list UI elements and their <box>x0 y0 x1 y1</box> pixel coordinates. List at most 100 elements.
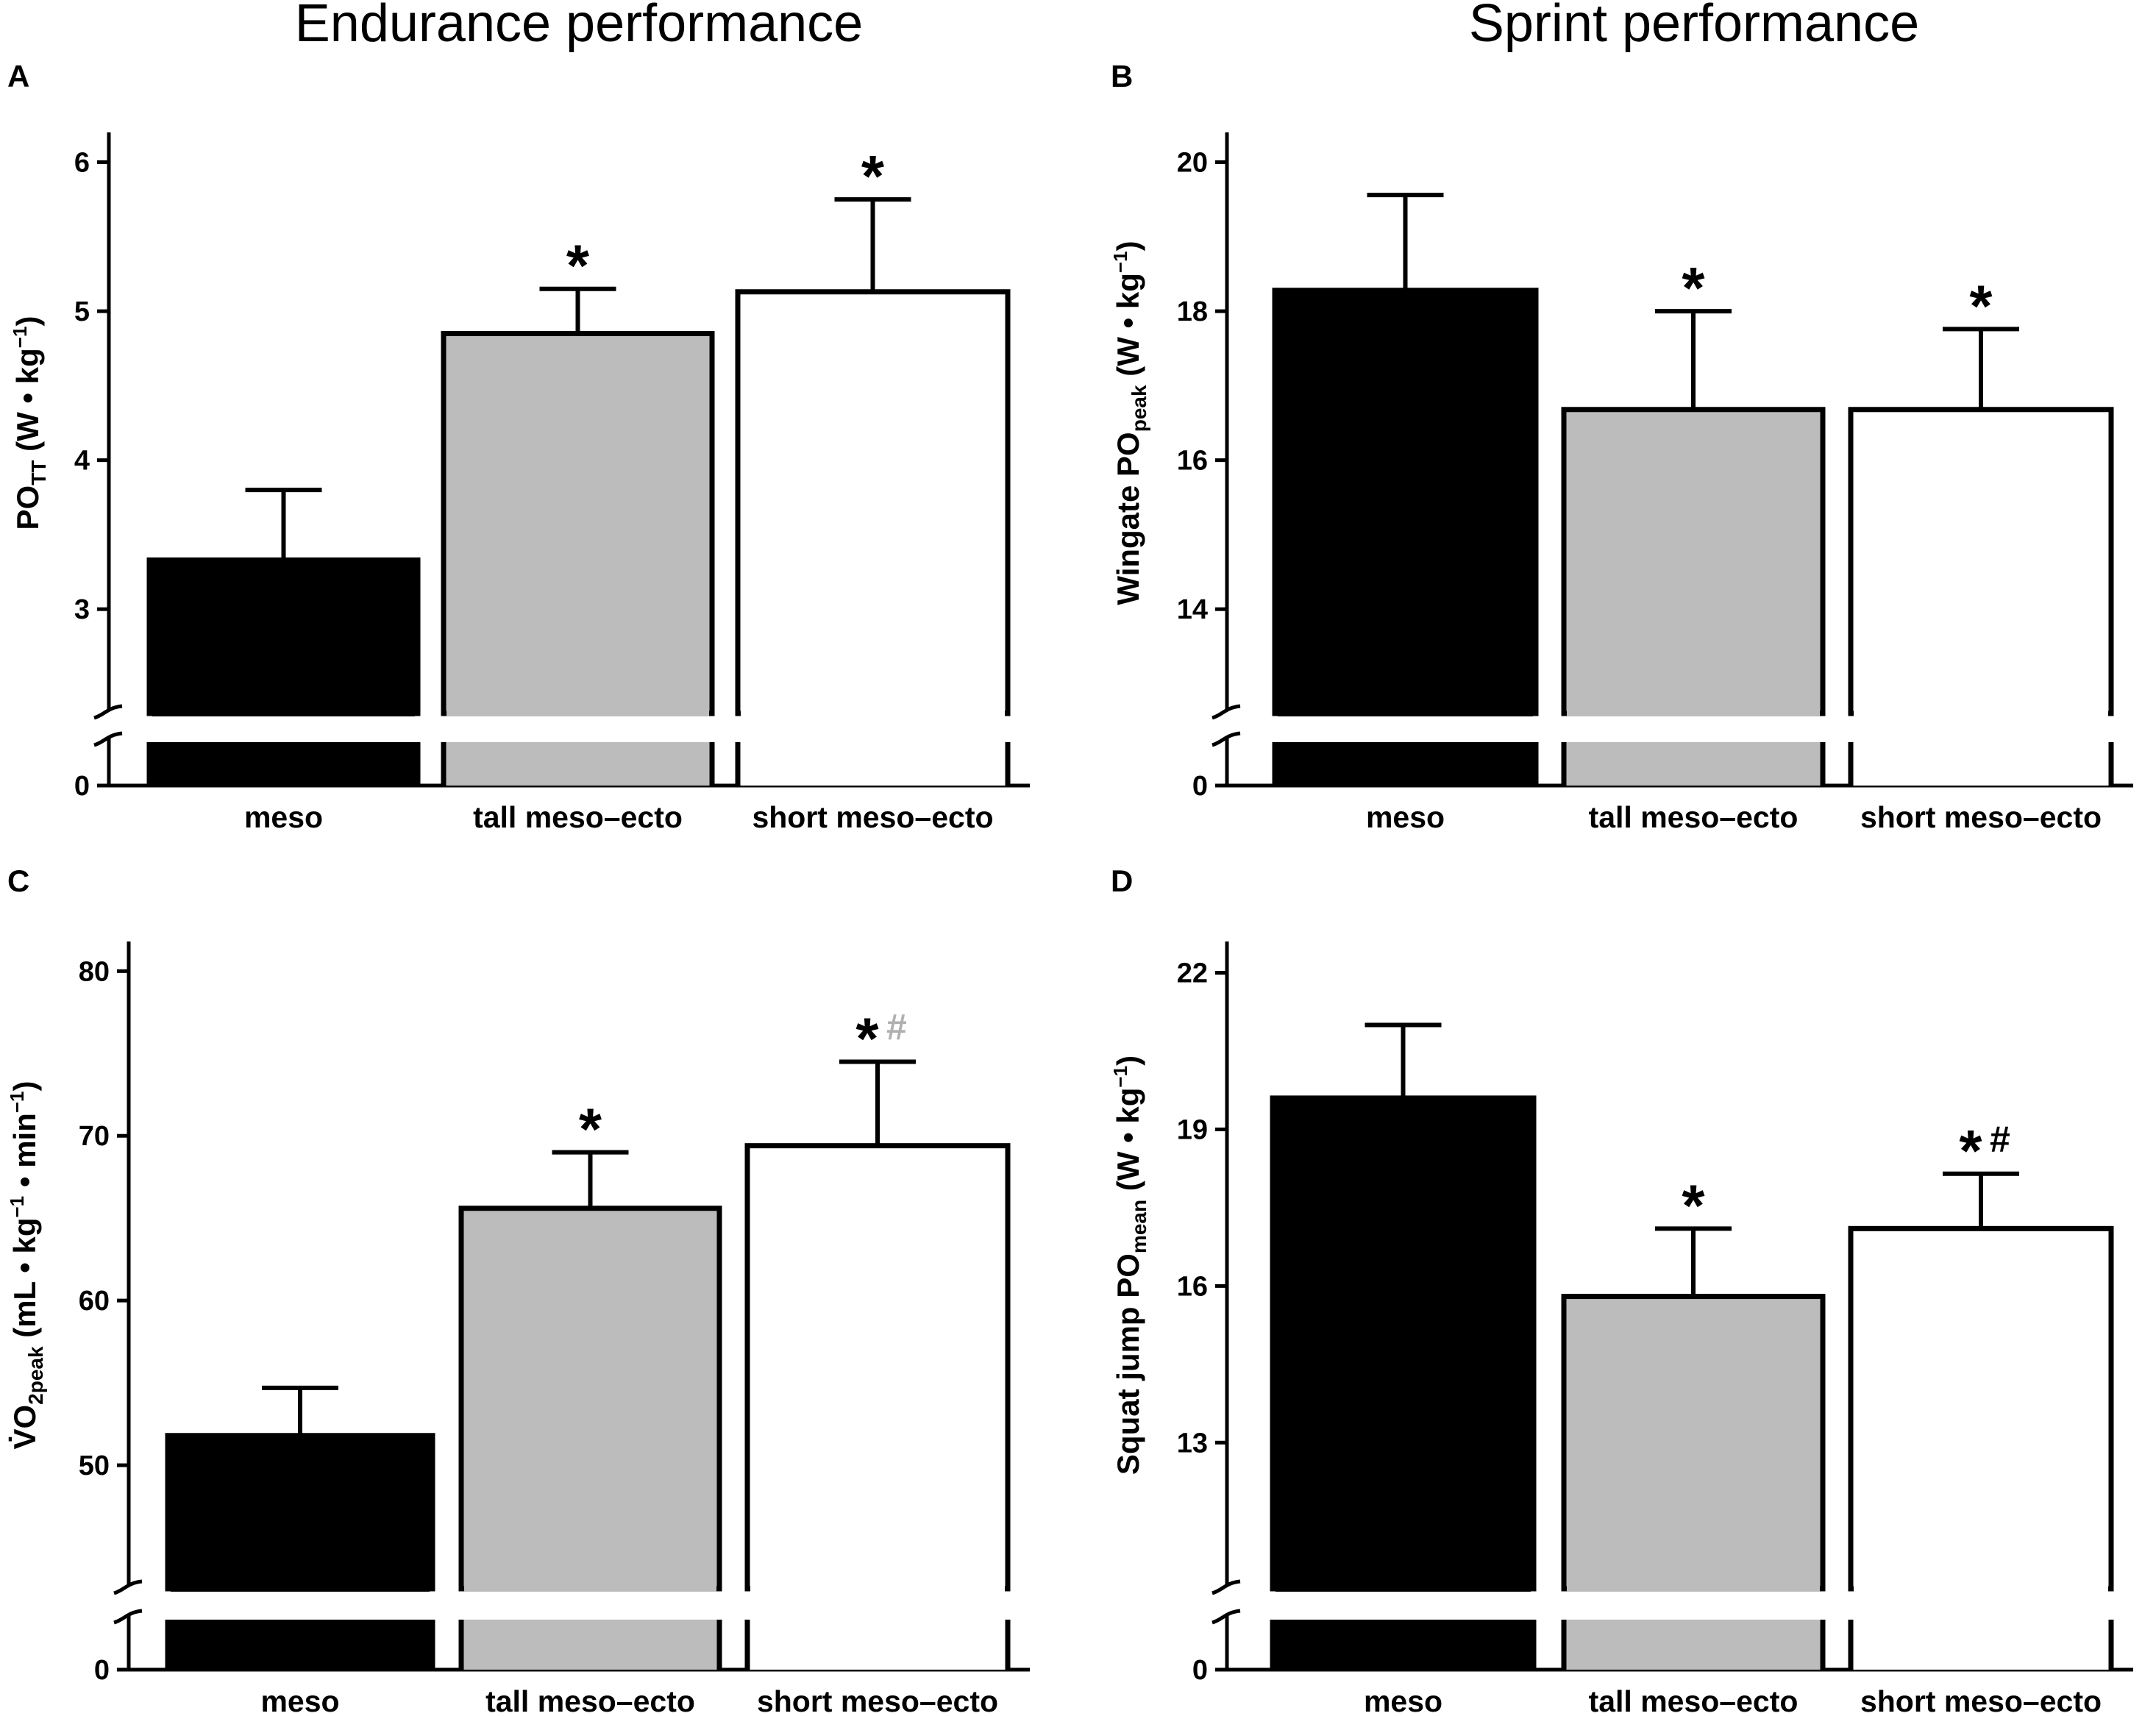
bar-stub <box>1273 1620 1534 1670</box>
bar-break-mask <box>152 711 415 716</box>
bar-break-mask <box>447 711 709 716</box>
bar-a-1 <box>146 557 421 716</box>
y-tick-label: 70 <box>79 1121 110 1152</box>
bar-break-mask <box>1854 1586 2108 1592</box>
chart-panel-a: A 0 3 4 5 6 POTT (W • kg−1) meso * tall meso–ecto… <box>7 59 1030 834</box>
bar-break-mask <box>1567 1586 1820 1592</box>
bar-stub <box>1851 742 2111 786</box>
axis-break-mark <box>113 1609 143 1625</box>
chart-panel-b: B 0 14 16 18 20 Wingate POpeak (W • kg−1) meso *… <box>1109 59 2133 834</box>
bar-a-2 <box>441 330 715 716</box>
axis-break-mark <box>1212 1609 1241 1625</box>
x-tick-label: tall meso–ecto <box>485 1684 695 1716</box>
y-tick-label: 16 <box>1177 446 1208 477</box>
x-tick-label: short meso–ecto <box>1860 1684 2102 1716</box>
bar-break-mask <box>1276 1586 1531 1592</box>
significance-star: * <box>1959 1118 1982 1183</box>
column-title-sprint: Sprint performance <box>1469 0 1919 53</box>
y-tick-label: 3 <box>74 594 90 625</box>
bar-a-3 <box>735 289 1011 716</box>
bar-stub <box>1564 1620 1823 1670</box>
bar-c-1 <box>165 1433 435 1592</box>
significance-star: * <box>1682 1172 1705 1238</box>
x-tick-label: tall meso–ecto <box>1589 1684 1799 1716</box>
chart-panels: A 0 3 4 5 6 POTT (W • kg−1) meso * tall meso–ecto… <box>6 59 2133 1716</box>
bar-break-mask <box>171 1586 430 1592</box>
y-tick-label: 22 <box>1177 958 1208 989</box>
panel-letter: D <box>1111 864 1133 898</box>
bar-b-1 <box>1272 288 1539 716</box>
y-tick-label: 0 <box>74 771 90 802</box>
bar-stub <box>149 742 418 786</box>
chart-panel-c: C 0 50 60 70 80 V̇O2peak (mL • kg−1 • min−1) me… <box>6 864 1030 1716</box>
chart-panel-d: D 0 13 16 19 22 Squat jump POmean (W • kg−1) me… <box>1109 864 2133 1716</box>
significance-hash: # <box>1990 1119 2010 1160</box>
y-axis-label: V̇O2peak (mL • kg−1 • min−1) <box>6 1080 47 1449</box>
bar-c-3 <box>744 1143 1011 1592</box>
y-tick-label: 4 <box>74 446 90 477</box>
y-tick-label: 50 <box>79 1450 110 1481</box>
y-tick-label: 16 <box>1177 1271 1208 1302</box>
bar-stub <box>1851 1620 2111 1670</box>
y-tick-label: 18 <box>1177 296 1208 327</box>
y-axis-label: Squat jump POmean (W • kg−1) <box>1109 1055 1150 1475</box>
bar-break-mask <box>1278 711 1533 716</box>
x-tick-label: tall meso–ecto <box>473 800 683 834</box>
significance-star: * <box>566 233 590 299</box>
y-axis-label: POTT (W • kg−1) <box>9 316 50 530</box>
significance-hash: # <box>886 1006 907 1047</box>
bar-d-1 <box>1270 1095 1537 1592</box>
axis-break-mark <box>113 1579 143 1595</box>
x-tick-label: meso <box>1366 800 1445 834</box>
y-tick-label: 20 <box>1177 148 1208 179</box>
bar-break-mask <box>741 711 1005 716</box>
bar-break-mask <box>1854 711 2108 716</box>
bar-break-mask <box>750 1586 1005 1592</box>
column-title-endurance: Endurance performance <box>295 0 863 53</box>
bar-break-mask <box>1567 711 1820 716</box>
x-tick-label: tall meso–ecto <box>1589 800 1799 834</box>
y-tick-label: 0 <box>94 1655 110 1686</box>
panel-letter: B <box>1111 59 1133 93</box>
axis-break-mark <box>1212 731 1241 747</box>
axis-break-mark <box>1212 1579 1241 1595</box>
y-tick-label: 19 <box>1177 1114 1208 1145</box>
y-axis-label: Wingate POpeak (W • kg−1) <box>1109 241 1150 605</box>
y-tick-label: 0 <box>1192 1655 1208 1686</box>
bar-stub <box>461 1620 719 1670</box>
significance-star: * <box>579 1097 602 1162</box>
y-tick-label: 13 <box>1177 1428 1208 1459</box>
significance-star: * <box>855 1005 879 1071</box>
bar-b-3 <box>1848 407 2114 716</box>
bar-d-2 <box>1561 1294 1826 1592</box>
bar-stub <box>168 1620 433 1670</box>
bar-stub <box>1564 742 1823 786</box>
bar-stub <box>738 742 1008 786</box>
bar-d-3 <box>1848 1225 2114 1592</box>
bar-stub <box>444 742 712 786</box>
x-tick-label: short meso–ecto <box>752 800 993 834</box>
y-tick-label: 14 <box>1177 594 1208 625</box>
axis-break-mark <box>93 731 123 747</box>
bar-stub <box>1275 742 1536 786</box>
significance-star: * <box>1969 273 1993 338</box>
y-tick-label: 80 <box>79 956 110 987</box>
x-tick-label: meso <box>260 1684 339 1716</box>
bar-break-mask <box>464 1586 716 1592</box>
x-tick-label: short meso–ecto <box>1860 800 2102 834</box>
y-tick-label: 0 <box>1192 771 1208 802</box>
significance-star: * <box>861 143 885 209</box>
x-tick-label: meso <box>1364 1684 1442 1716</box>
x-tick-label: meso <box>244 800 323 834</box>
bar-stub <box>747 1620 1008 1670</box>
significance-star: * <box>1682 255 1705 321</box>
y-tick-label: 5 <box>74 296 90 327</box>
bar-b-2 <box>1561 407 1826 716</box>
panel-letter: A <box>7 59 29 93</box>
bar-c-2 <box>458 1206 722 1592</box>
axis-break-mark <box>1212 704 1241 720</box>
panel-letter: C <box>7 864 29 898</box>
axis-break-mark <box>93 704 123 720</box>
y-tick-label: 60 <box>79 1286 110 1317</box>
